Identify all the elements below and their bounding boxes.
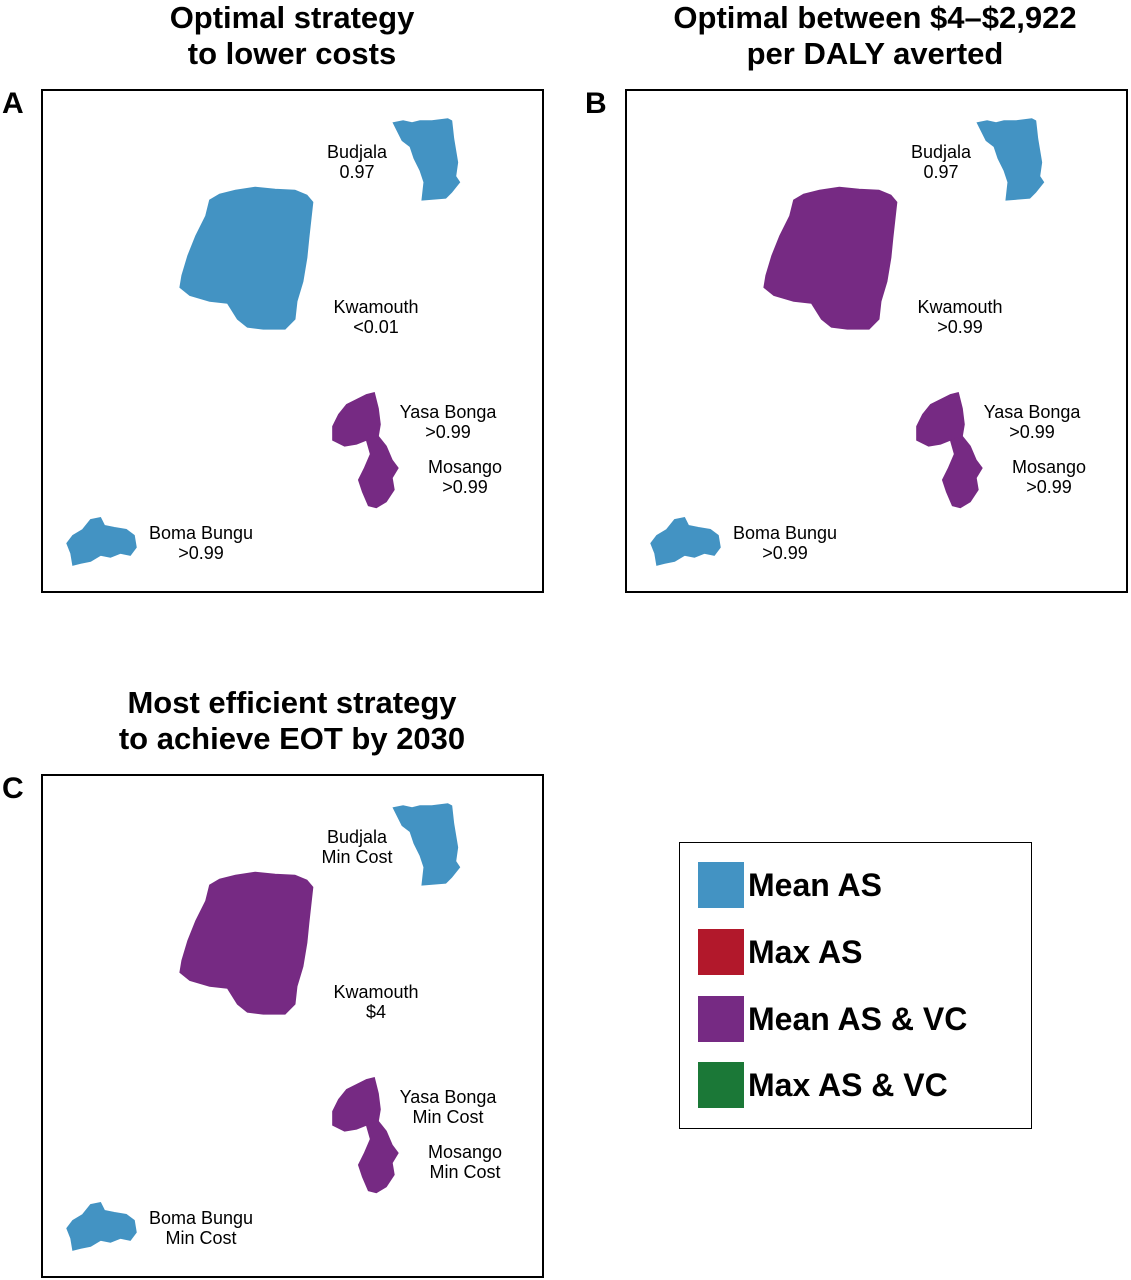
panel-a-map-svg (66, 118, 461, 566)
yasa-bonga-shape[interactable] (332, 1076, 381, 1132)
district-value: Min Cost (429, 1162, 501, 1182)
district-name: Budjala (910, 142, 972, 162)
panel-b-letter: B (585, 87, 607, 120)
budjala-label: Budjala Min Cost (305, 827, 409, 867)
yasa-bonga-label: Yasa Bonga Min Cost (381, 1087, 515, 1127)
legend-swatch-max-as (698, 929, 744, 975)
district-name: Boma Bungu (732, 523, 838, 543)
district-value: 0.97 (923, 162, 959, 182)
panel-a-title-line1: Optimal strategy (169, 0, 415, 35)
kwamouth-shape[interactable] (179, 186, 314, 330)
legend-label-max-as: Max AS (748, 934, 863, 970)
district-value: $4 (365, 1002, 387, 1022)
budjala-shape[interactable] (976, 118, 1045, 201)
yasa-bonga-shape[interactable] (916, 391, 965, 447)
panel-c-letter: C (2, 772, 24, 805)
panel-c-title-line2: to achieve EOT by 2030 (118, 721, 466, 756)
district-value: >0.99 (425, 422, 471, 442)
district-name: Kwamouth (333, 982, 419, 1002)
district-value: Min Cost (412, 1107, 484, 1127)
mosango-shape[interactable] (357, 435, 399, 509)
district-value: >0.99 (1009, 422, 1055, 442)
boma-bungu-label: Boma Bungu >0.99 (133, 523, 269, 563)
district-value: >0.99 (762, 543, 808, 563)
panel-c-map-svg (66, 803, 461, 1251)
district-name: Yasa Bonga (399, 1087, 497, 1107)
kwamouth-label: Kwamouth <0.01 (316, 297, 436, 337)
district-name: Boma Bungu (148, 1208, 254, 1228)
panel-a-map: Budjala 0.97 Kwamouth <0.01 Yasa Bonga >… (41, 89, 544, 593)
district-name: Boma Bungu (148, 523, 254, 543)
panel-b-title-line2: per DALY averted (746, 36, 1004, 71)
district-name: Kwamouth (333, 297, 419, 317)
mosango-label: Mosango >0.99 (411, 457, 519, 497)
district-name: Kwamouth (917, 297, 1003, 317)
legend-label-mean-as-vc: Mean AS & VC (748, 1001, 968, 1037)
boma-bungu-label: Boma Bungu >0.99 (717, 523, 853, 563)
panel-a-letter: A (2, 87, 24, 120)
district-value: 0.97 (339, 162, 375, 182)
district-value: Min Cost (321, 847, 393, 867)
budjala-label: Budjala 0.97 (305, 142, 409, 182)
panel-c-title: Most efficient strategy to achieve EOT b… (42, 685, 542, 757)
yasa-bonga-label: Yasa Bonga >0.99 (965, 402, 1099, 442)
budjala-shape[interactable] (392, 803, 461, 886)
panel-b-map: Budjala 0.97 Kwamouth >0.99 Yasa Bonga >… (625, 89, 1128, 593)
panel-b-map-svg (650, 118, 1045, 566)
district-value: Min Cost (165, 1228, 237, 1248)
legend-label-mean-as: Mean AS (748, 867, 882, 903)
legend: Mean AS Max AS Mean AS & VC Max AS & VC (679, 842, 1032, 1129)
mosango-shape[interactable] (357, 1120, 399, 1194)
kwamouth-label: Kwamouth $4 (316, 982, 436, 1022)
panel-b-title-line1: Optimal between $4–$2,922 (673, 0, 1077, 35)
district-name: Budjala (326, 827, 388, 847)
district-value: >0.99 (937, 317, 983, 337)
yasa-bonga-label: Yasa Bonga >0.99 (381, 402, 515, 442)
panel-b-title: Optimal between $4–$2,922 per DALY avert… (620, 0, 1130, 72)
panel-c-map: Budjala Min Cost Kwamouth $4 Yasa Bonga … (41, 774, 544, 1278)
boma-bungu-shape[interactable] (66, 517, 137, 566)
mosango-shape[interactable] (941, 435, 983, 509)
boma-bungu-shape[interactable] (66, 1202, 137, 1251)
legend-label-max-as-vc: Max AS & VC (748, 1067, 948, 1103)
budjala-label: Budjala 0.97 (889, 142, 993, 182)
kwamouth-shape[interactable] (763, 186, 898, 330)
district-value: >0.99 (178, 543, 224, 563)
district-value: >0.99 (1026, 477, 1072, 497)
panel-c-title-line1: Most efficient strategy (127, 685, 457, 720)
district-name: Yasa Bonga (399, 402, 497, 422)
panel-a-title: Optimal strategy to lower costs (42, 0, 542, 72)
district-name: Mosango (427, 457, 503, 477)
mosango-label: Mosango >0.99 (995, 457, 1103, 497)
yasa-bonga-shape[interactable] (332, 391, 381, 447)
district-value: >0.99 (442, 477, 488, 497)
kwamouth-shape[interactable] (179, 871, 314, 1015)
legend-swatch-mean-as (698, 862, 744, 908)
mosango-label: Mosango Min Cost (411, 1142, 519, 1182)
legend-swatch-max-as-vc (698, 1062, 744, 1108)
kwamouth-label: Kwamouth >0.99 (900, 297, 1020, 337)
district-name: Mosango (427, 1142, 503, 1162)
district-name: Mosango (1011, 457, 1087, 477)
district-name: Yasa Bonga (983, 402, 1081, 422)
budjala-shape[interactable] (392, 118, 461, 201)
boma-bungu-shape[interactable] (650, 517, 721, 566)
district-value: <0.01 (353, 317, 399, 337)
district-name: Budjala (326, 142, 388, 162)
boma-bungu-label: Boma Bungu Min Cost (133, 1208, 269, 1248)
panel-a-title-line2: to lower costs (187, 36, 397, 71)
legend-swatch-mean-as-vc (698, 996, 744, 1042)
